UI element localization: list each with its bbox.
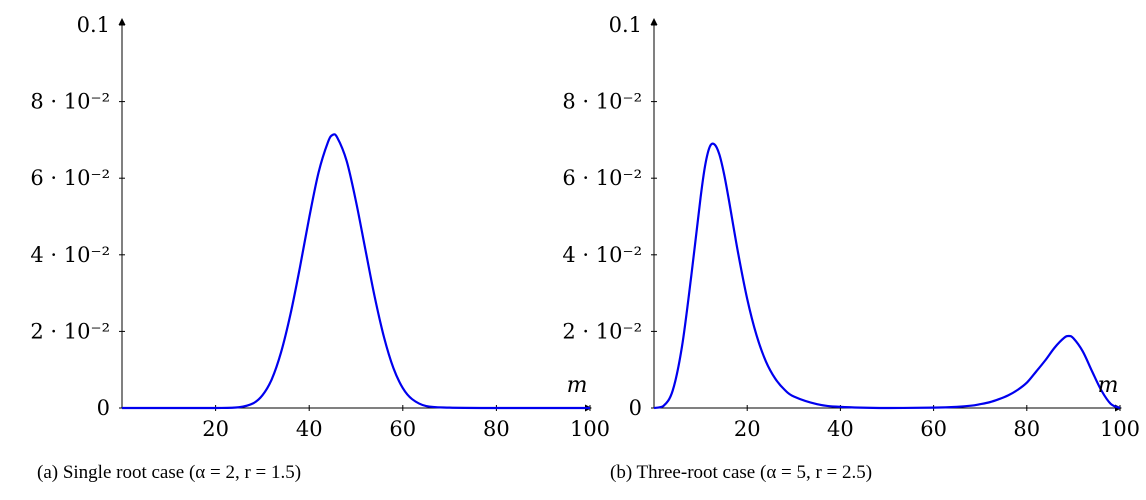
y-tick-label-a: 4 · 10⁻² xyxy=(30,243,110,267)
tick-labels-b: 20 40 60 80 100 0 2 · 10⁻² 4 · 10⁻² 6 · 10⁻² 8 · … xyxy=(562,13,1140,441)
y-tick-label-a: 2 · 10⁻² xyxy=(30,319,110,343)
x-tick-label-b: 100 xyxy=(1100,417,1140,441)
x-tick-label-a: 40 xyxy=(296,417,323,441)
y-tick-label-b: 8 · 10⁻² xyxy=(562,90,642,114)
x-tick-label-b: 40 xyxy=(827,417,854,441)
y-axis-arrow-a xyxy=(118,18,126,25)
x-tick-label-a: 20 xyxy=(202,417,229,441)
y-tick-label-b: 0.1 xyxy=(609,13,642,37)
y-tick-label-b: 0 xyxy=(629,396,642,420)
chart-panel-b: 20 40 60 80 100 0 2 · 10⁻² 4 · 10⁻² 6 · 10⁻² 8 · … xyxy=(562,13,1140,483)
x-tick-label-a: 80 xyxy=(483,417,510,441)
y-tick-label-a: 8 · 10⁻² xyxy=(30,90,110,114)
x-tick-label-b: 20 xyxy=(734,417,761,441)
x-axis-label-a: m xyxy=(567,373,588,398)
x-tick-label-a: 100 xyxy=(570,417,610,441)
x-tick-label-a: 60 xyxy=(389,417,416,441)
chart-panel-a: 20 40 60 80 100 0 2 · 10⁻² 4 · 10⁻² 6 · 10⁻² 8 · … xyxy=(30,13,610,483)
caption-b: (b) Three-root case (α = 5, r = 2.5) xyxy=(610,462,872,483)
ticks-a xyxy=(119,24,591,411)
y-tick-label-b: 6 · 10⁻² xyxy=(562,166,642,190)
series-line-b xyxy=(653,142,1121,410)
tick-labels-a: 20 40 60 80 100 0 2 · 10⁻² 4 · 10⁻² 6 · 10⁻² 8 · … xyxy=(30,13,610,441)
y-tick-label-a: 0 xyxy=(97,396,110,420)
y-tick-label-b: 4 · 10⁻² xyxy=(562,243,642,267)
y-tick-label-a: 0.1 xyxy=(77,13,110,37)
y-axis-arrow-b xyxy=(650,18,658,25)
caption-a: (a) Single root case (α = 2, r = 1.5) xyxy=(37,462,301,483)
x-axis-label-b: m xyxy=(1098,373,1119,398)
y-tick-label-a: 6 · 10⁻² xyxy=(30,166,110,190)
series-line-a xyxy=(122,133,590,410)
x-tick-label-b: 80 xyxy=(1013,417,1040,441)
x-tick-label-b: 60 xyxy=(920,417,947,441)
y-tick-label-b: 2 · 10⁻² xyxy=(562,319,642,343)
